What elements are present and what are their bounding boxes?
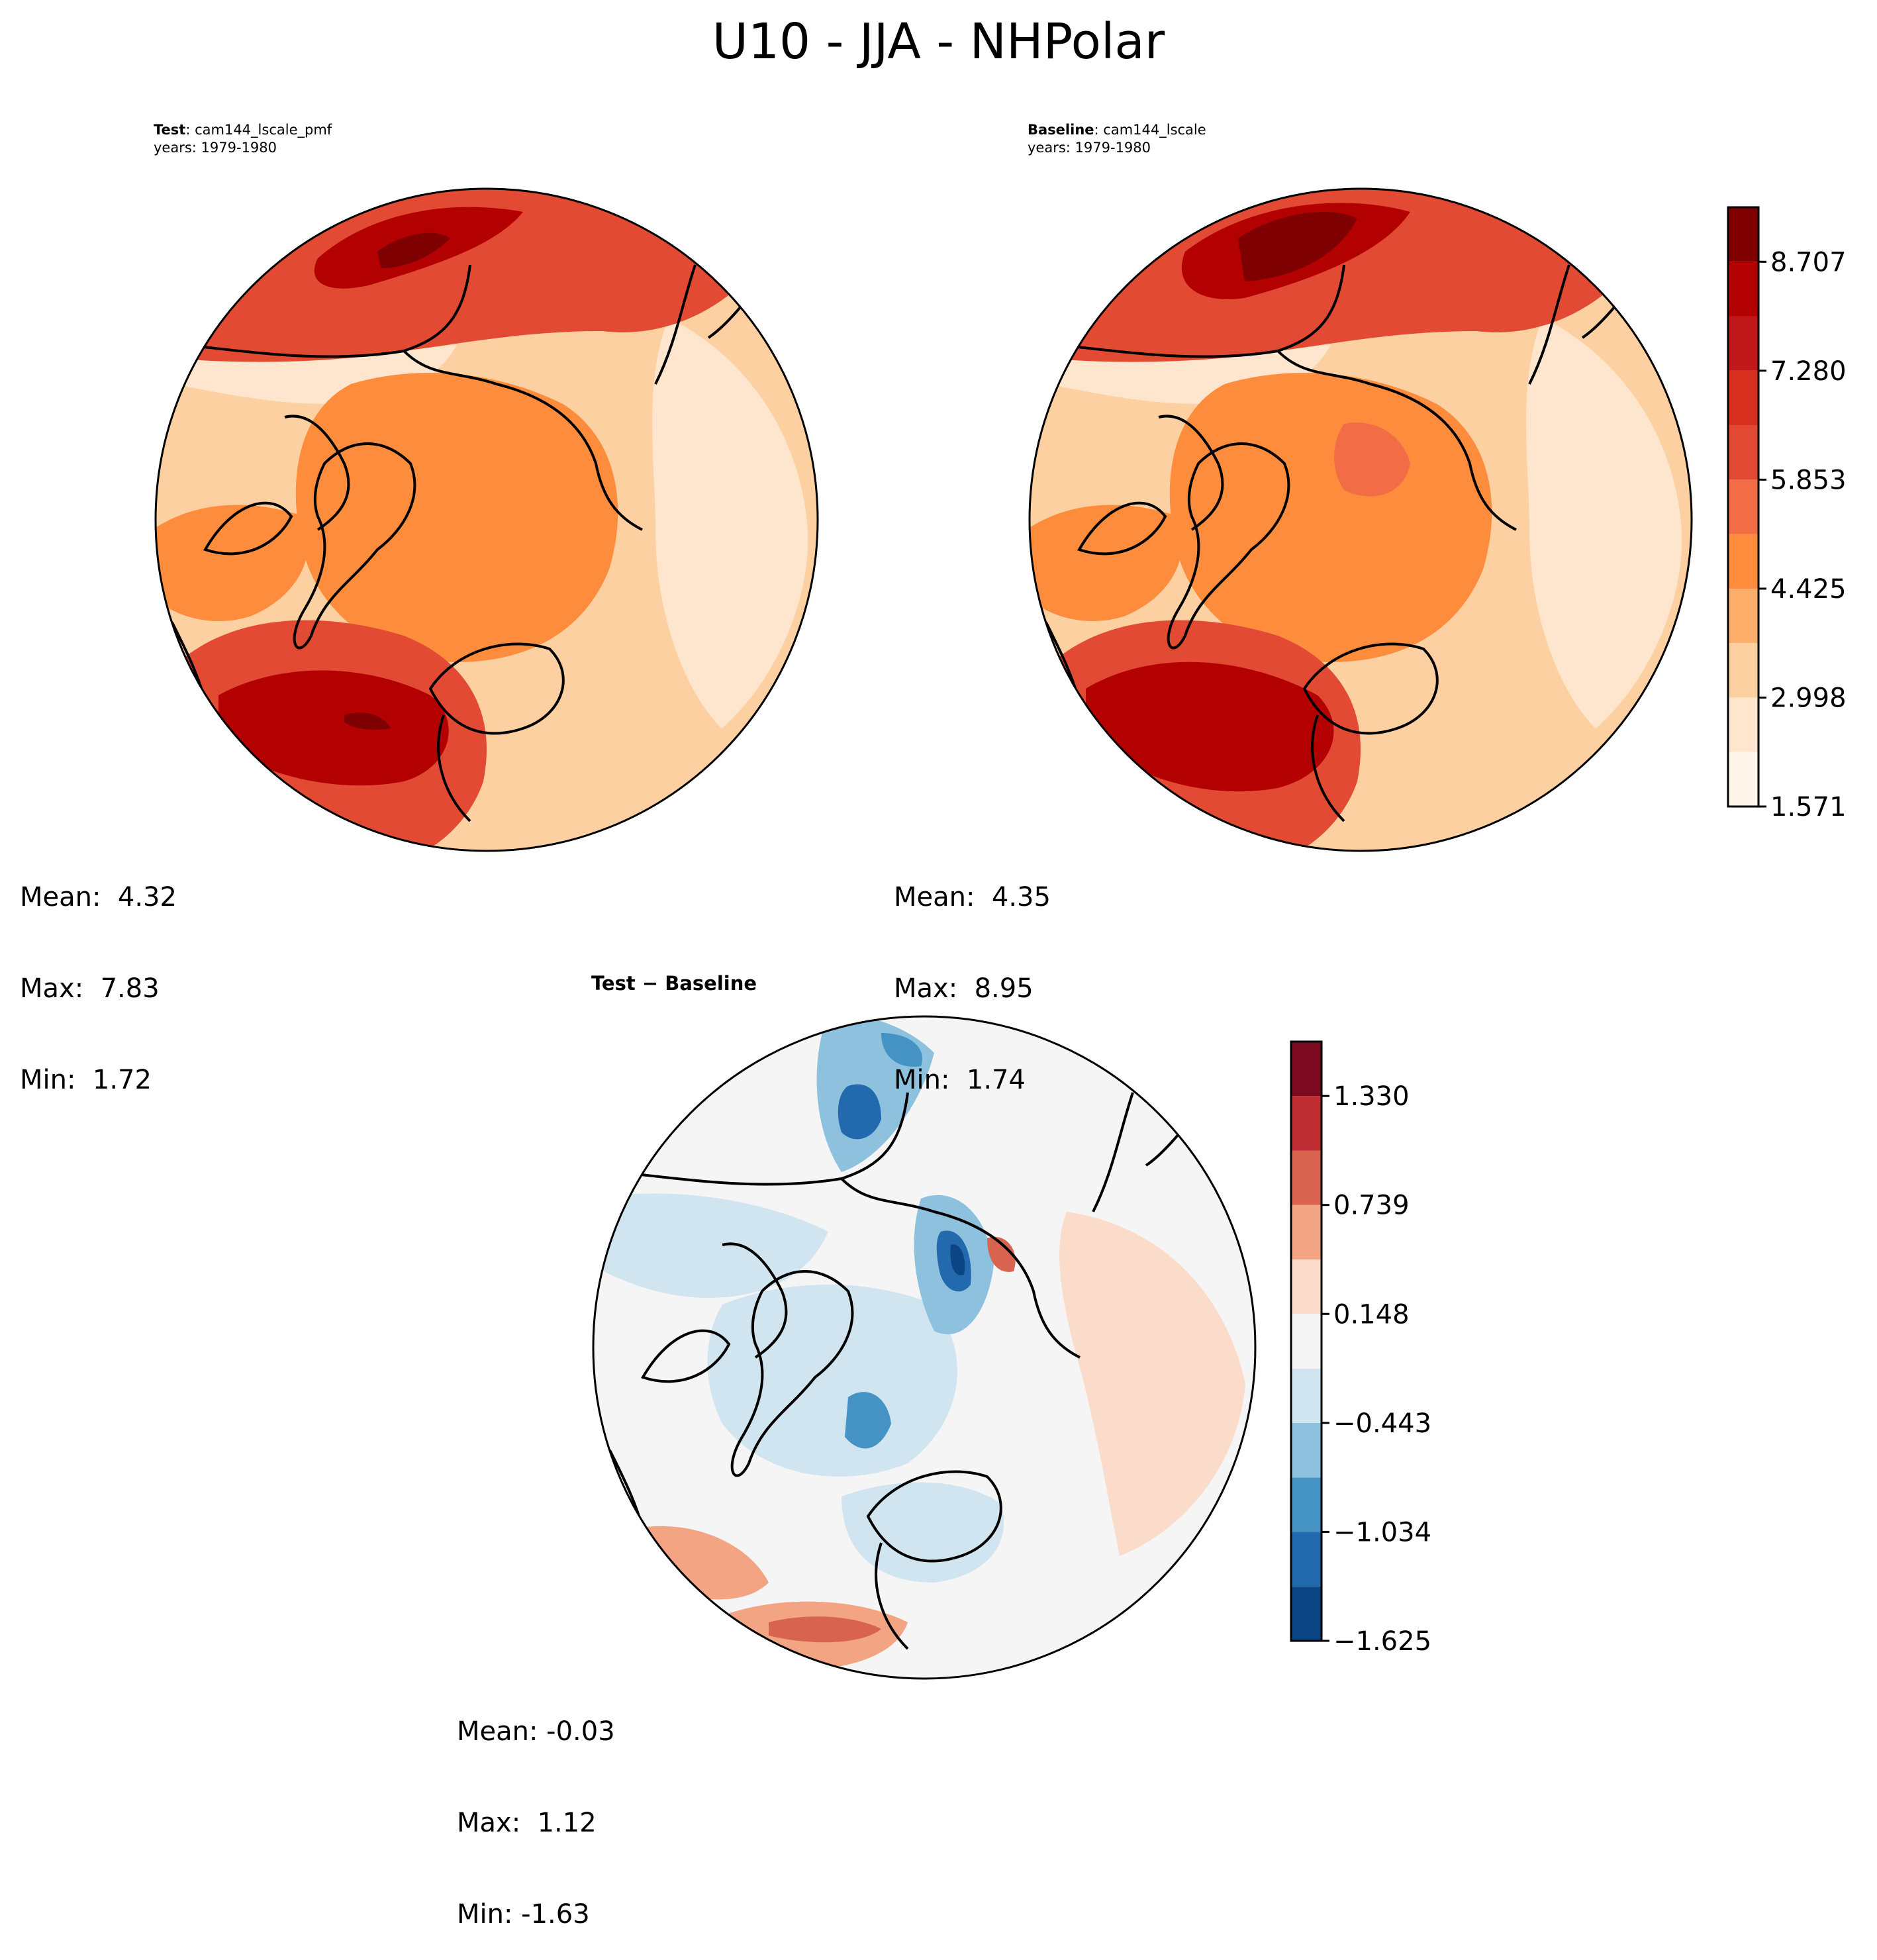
baseline-colorbar-band	[1728, 643, 1758, 698]
baseline-colorbar: 1.571 2.998 4.425 5.853 7.280 8.707	[1727, 206, 1847, 822]
baseline-field-highest-south	[1086, 662, 1334, 792]
baseline-colorbar-tick-label: 1.571	[1770, 792, 1847, 822]
diff-field-neg-greenland	[845, 1392, 891, 1449]
baseline-polar-map	[1028, 187, 1693, 852]
baseline-colorbar-tick-label: 5.853	[1770, 465, 1847, 495]
diff-colorbar-band	[1291, 1477, 1322, 1532]
baseline-stats: Mean: 4.35 Max: 8.95 Min: 1.74	[894, 821, 1051, 1126]
baseline-field-mid-west	[1030, 505, 1183, 621]
baseline-years: years: 1979-1980	[1028, 140, 1151, 156]
diff-field-neg-arctic-3	[950, 1244, 965, 1275]
test-stats: Mean: 4.32 Max: 7.83 Min: 1.72	[20, 821, 177, 1126]
baseline-colorbar-band	[1728, 207, 1758, 262]
baseline-colorbar-band	[1728, 316, 1758, 371]
diff-colorbar-band	[1291, 1586, 1322, 1641]
baseline-panel-header: Baseline: cam144_lscale years: 1979-1980	[1028, 121, 1206, 157]
test-field-mid-west	[156, 505, 309, 621]
baseline-coastlines	[1045, 264, 1650, 822]
diff-colorbar-band	[1291, 1314, 1322, 1369]
diff-colorbar-band	[1291, 1204, 1322, 1260]
test-stat-max: Max: 7.83	[20, 973, 160, 1004]
baseline-colorbar-band	[1728, 262, 1758, 317]
diff-colorbar-tick-label: −1.625	[1333, 1626, 1431, 1657]
diff-colorbar-frame	[1290, 1040, 1323, 1642]
diff-colorbar-tick-label: 0.148	[1333, 1299, 1410, 1330]
baseline-stat-mean: Mean: 4.35	[894, 882, 1051, 912]
test-label: Test	[154, 122, 186, 138]
baseline-colorbar-band	[1728, 425, 1758, 480]
diff-map-boundary	[592, 1015, 1257, 1680]
test-map-boundary	[154, 187, 819, 852]
baseline-colorbar-band	[1728, 534, 1758, 589]
test-field-peak-north	[377, 232, 450, 268]
test-stat-mean: Mean: 4.32	[20, 882, 177, 912]
baseline-stat-max: Max: 8.95	[894, 973, 1034, 1004]
baseline-colorbar-band	[1728, 370, 1758, 426]
diff-colorbar-band	[1291, 1150, 1322, 1205]
test-field-highest-south	[218, 670, 449, 786]
test-panel-header: Test: cam144_lscale_pmf years: 1979-1980	[154, 121, 332, 157]
diff-colorbar-tick-label: −0.443	[1333, 1408, 1431, 1439]
diff-coastlines	[608, 1091, 1214, 1650]
diff-stat-max: Max: 1.12	[457, 1808, 597, 1838]
diff-field-pos-east	[1059, 1212, 1245, 1556]
diff-colorbar-band	[1291, 1096, 1322, 1151]
diff-colorbar: −1.625 −1.034 −0.443 0.148 0.739 1.330	[1290, 1040, 1431, 1657]
baseline-case-name: cam144_lscale	[1103, 122, 1206, 138]
test-coastlines	[171, 264, 776, 822]
test-case-name: cam144_lscale_pmf	[195, 122, 332, 138]
diff-field-pos-south-core	[769, 1616, 881, 1643]
diff-polar-map	[592, 1015, 1257, 1680]
diff-colorbar-tick-label: 0.739	[1333, 1191, 1410, 1221]
test-field-peak-south	[344, 712, 391, 730]
baseline-stat-min: Min: 1.74	[894, 1065, 1026, 1095]
test-field-mid-arctic	[295, 373, 618, 662]
diff-field-neg-central	[707, 1285, 957, 1477]
baseline-label: Baseline	[1028, 122, 1094, 138]
test-field-low	[652, 318, 808, 728]
diff-field-neg-north-2	[838, 1084, 881, 1140]
baseline-field-low	[1526, 318, 1682, 728]
diff-colorbar-band	[1291, 1422, 1322, 1478]
baseline-colorbar-tick-label: 4.425	[1770, 574, 1847, 605]
diff-colorbar-band	[1291, 1042, 1322, 1097]
baseline-field-peak-north	[1238, 212, 1357, 281]
diff-stat-min: Min: -1.63	[457, 1899, 590, 1930]
baseline-map-boundary	[1028, 187, 1693, 852]
diff-stats: Mean: -0.03 Max: 1.12 Min: -1.63	[457, 1655, 615, 1960]
diff-colorbar-tick-label: −1.034	[1333, 1517, 1431, 1547]
figure-title: U10 - JJA - NHPolar	[712, 13, 1165, 70]
baseline-colorbar-tick-label: 2.998	[1770, 683, 1847, 713]
baseline-field-mid-arctic-core	[1334, 422, 1410, 497]
diff-colorbar-band	[1291, 1259, 1322, 1314]
diff-panel-title: Test − Baseline	[591, 972, 757, 995]
diff-field-neg-west	[593, 1193, 828, 1298]
test-stat-min: Min: 1.72	[20, 1065, 152, 1095]
baseline-colon: :	[1094, 122, 1104, 138]
baseline-colorbar-tick-label: 8.707	[1770, 247, 1847, 277]
diff-field-neg-north-3	[881, 1033, 922, 1067]
baseline-colorbar-band	[1728, 588, 1758, 644]
diff-field-neg-atlantic	[842, 1482, 1004, 1583]
baseline-colorbar-band	[1728, 752, 1758, 807]
baseline-colorbar-frame	[1727, 206, 1760, 808]
diff-field-pos-arctic	[987, 1237, 1016, 1272]
diff-colorbar-tick-label: 1.330	[1333, 1081, 1410, 1112]
baseline-field-mid-arctic	[1169, 373, 1492, 662]
test-colon: :	[185, 122, 195, 138]
diff-stat-mean: Mean: -0.03	[457, 1716, 615, 1747]
baseline-colorbar-band	[1728, 697, 1758, 752]
baseline-colorbar-band	[1728, 479, 1758, 534]
diff-colorbar-band	[1291, 1368, 1322, 1423]
test-years: years: 1979-1980	[154, 140, 277, 156]
diff-colorbar-band	[1291, 1532, 1322, 1587]
baseline-colorbar-tick-label: 7.280	[1770, 356, 1847, 387]
test-polar-map	[154, 187, 819, 852]
